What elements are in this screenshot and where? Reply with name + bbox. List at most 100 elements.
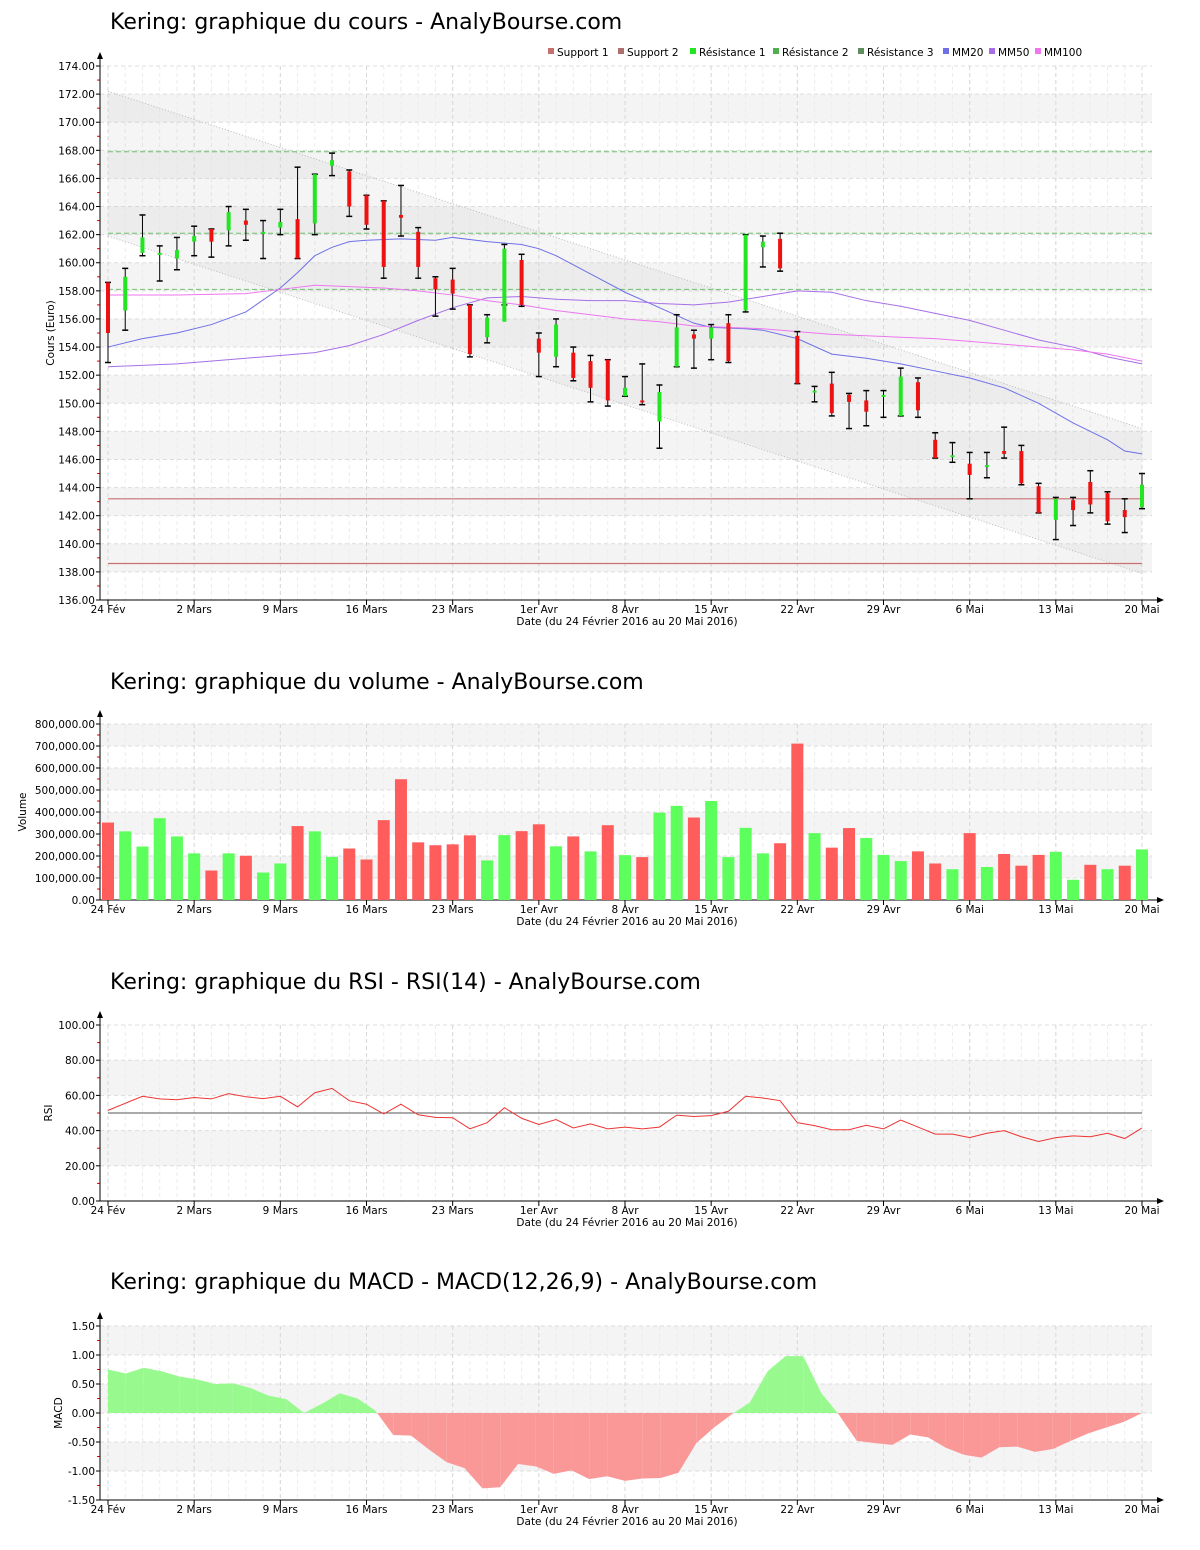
x-tick-label: 23 Mars [432, 1205, 474, 1217]
candle-body [605, 359, 610, 401]
macd-area [981, 1413, 1000, 1458]
x-tick-label: 22 Avr [780, 904, 814, 916]
candle-body [881, 394, 886, 397]
x-tick-label: 16 Mars [346, 604, 388, 616]
macd-area [607, 1413, 625, 1481]
x-tick-label: 8 Avr [611, 1205, 639, 1217]
x-axis-title: Date (du 24 Février 2016 au 20 Mai 2016) [516, 616, 737, 628]
y-tick-label: 148.00 [58, 426, 95, 438]
volume-bar [119, 831, 132, 900]
x-tick-label: 6 Mai [955, 1205, 983, 1217]
macd-area [1088, 1413, 1107, 1434]
x-tick-label: 16 Mars [346, 1504, 388, 1516]
x-tick-label: 9 Mars [263, 904, 298, 916]
x-tick-label: 22 Avr [780, 604, 814, 616]
macd-area [250, 1388, 269, 1413]
candle-body [657, 392, 662, 422]
y-tick-label: 300,000.00 [35, 829, 95, 841]
macd-area [500, 1413, 519, 1488]
y-tick-label: 144.00 [58, 483, 95, 495]
candle-body [674, 327, 679, 367]
x-tick-label: 23 Mars [432, 604, 474, 616]
candle-body [278, 221, 283, 228]
volume-bar [532, 824, 545, 900]
grid-band [100, 94, 1152, 123]
volume-bar [205, 870, 218, 900]
candle-body [416, 231, 421, 267]
candle-body [1071, 500, 1076, 511]
x-tick-label: 22 Avr [780, 1504, 814, 1516]
x-axis-arrow-icon [1157, 897, 1164, 903]
x-axis-arrow-icon [1157, 597, 1164, 603]
candle-body [726, 323, 731, 362]
candle-body [140, 237, 145, 253]
legend-swatch-icon [773, 48, 779, 54]
volume-bar [498, 835, 511, 900]
moving-average-mm50 [107, 290, 1143, 368]
macd-area [945, 1413, 964, 1455]
y-tick-label: 40.00 [65, 1126, 95, 1138]
grid-band [100, 431, 1152, 460]
x-tick-label: 6 Mai [955, 604, 983, 616]
volume-bar [326, 856, 339, 900]
volume-bar [481, 860, 494, 900]
volume-bar [998, 854, 1011, 900]
x-tick-label: 8 Avr [611, 1504, 639, 1516]
y-tick-label: -1.00 [68, 1466, 95, 1478]
volume-bar [860, 837, 873, 900]
x-tick-label: 1er Avr [520, 1205, 559, 1217]
x-tick-label: 24 Fév [91, 604, 126, 616]
legend-swatch-icon [690, 48, 696, 54]
y-tick-label: 152.00 [58, 370, 95, 382]
y-tick-label: 600,000.00 [35, 763, 95, 775]
y-axis-arrow-icon [97, 710, 103, 717]
candle-body [1019, 451, 1024, 484]
x-tick-label: 16 Mars [346, 1205, 388, 1217]
y-tick-label: -0.50 [68, 1437, 95, 1449]
y-tick-label: 170.00 [58, 117, 95, 129]
volume-bar [274, 863, 287, 900]
x-axis-title: Date (du 24 Février 2016 au 20 Mai 2016) [516, 1516, 737, 1528]
candle-body [467, 304, 472, 355]
y-tick-label: 500,000.00 [35, 785, 95, 797]
legend-swatch-icon [618, 48, 624, 54]
legend-item: MM50 [998, 47, 1029, 59]
candle-body [1140, 484, 1144, 508]
macd-area [411, 1413, 429, 1450]
volume-bar [102, 822, 114, 900]
x-tick-label: 29 Avr [867, 604, 901, 616]
volume-bar [153, 818, 166, 900]
macd-area [731, 1413, 734, 1415]
channel-upper-line [107, 90, 1143, 430]
x-tick-label: 1er Avr [520, 604, 559, 616]
x-tick-label: 9 Mars [263, 604, 298, 616]
volume-bar [722, 857, 735, 900]
volume-bar [377, 820, 390, 900]
rsi-chart-title: Kering: graphique du RSI - RSI(14) - Ana… [110, 970, 701, 995]
grid-band [100, 206, 1152, 235]
macd-area [464, 1413, 483, 1489]
candle-body [691, 334, 696, 339]
x-tick-label: 24 Fév [91, 904, 126, 916]
volume-bar [739, 827, 752, 900]
macd-area [660, 1413, 679, 1478]
x-tick-label: 9 Mars [263, 1205, 298, 1217]
candle-body [536, 338, 541, 353]
grid-band [100, 724, 1152, 746]
macd-area [625, 1413, 643, 1481]
volume-bar [774, 843, 787, 900]
x-tick-label: 8 Avr [611, 904, 639, 916]
candle-body [898, 376, 903, 416]
x-tick-label: 15 Avr [694, 604, 728, 616]
candle-body [778, 238, 783, 269]
candle-body [847, 394, 852, 402]
x-tick-label: 29 Avr [867, 1205, 901, 1217]
legend-swatch-icon [989, 48, 995, 54]
y-tick-label: 166.00 [58, 173, 95, 185]
volume-bar [136, 846, 149, 900]
macd-area [642, 1413, 661, 1479]
macd-area [179, 1376, 198, 1413]
legend-item: MM100 [1044, 47, 1082, 59]
x-axis-title: Date (du 24 Février 2016 au 20 Mai 2016) [516, 916, 737, 928]
legend-item: Résistance 3 [867, 47, 934, 59]
